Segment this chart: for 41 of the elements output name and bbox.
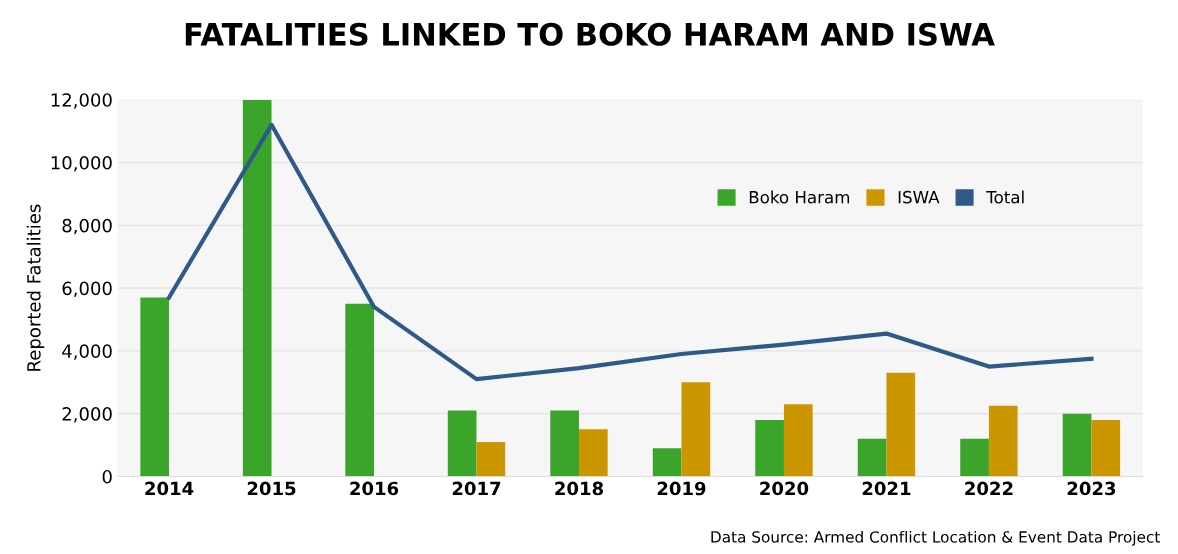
y-tick-label: 4,000 — [62, 344, 112, 360]
bar — [476, 441, 506, 477]
legend-label: Boko Haram — [749, 190, 850, 204]
bar — [886, 372, 916, 477]
bar — [960, 438, 989, 477]
bar — [681, 382, 711, 477]
bar — [578, 429, 608, 477]
source-note: Data Source: Armed Conflict Location & Event Data Project — [711, 530, 1160, 546]
y-tick-label: 0 — [102, 469, 112, 484]
legend-label: Total — [986, 190, 1024, 204]
x-tick-label: 2018 — [555, 481, 603, 496]
chart-title: FATALITIES LINKED TO BOKO HARAM AND ISWA — [185, 22, 995, 46]
bar — [140, 297, 170, 477]
bar — [755, 419, 784, 477]
y-tick-label: 8,000 — [62, 218, 112, 235]
y-tick-label: 12,000 — [51, 93, 112, 109]
x-tick-label: 2021 — [862, 481, 911, 496]
bar — [857, 438, 887, 477]
bar — [345, 303, 375, 477]
bar — [783, 404, 813, 477]
y-tick-label: 10,000 — [51, 155, 112, 172]
y-tick-label: 2,000 — [62, 407, 112, 423]
line-series — [166, 122, 1094, 382]
x-tick-label: 2015 — [247, 481, 296, 496]
legend-label: ISWA — [898, 190, 940, 204]
x-tick-label: 2023 — [1067, 481, 1116, 496]
x-tick-label: 2022 — [965, 481, 1013, 496]
bar — [1091, 419, 1121, 477]
bar — [988, 405, 1018, 477]
bar — [242, 99, 272, 477]
bar — [550, 410, 579, 477]
x-tick-label: 2020 — [760, 481, 809, 496]
bar — [1062, 413, 1092, 477]
y-tick-label: 6,000 — [62, 281, 112, 298]
x-tick-label: 2014 — [145, 481, 194, 496]
y-axis-title: Reported Fatalities — [26, 204, 45, 371]
bar — [447, 410, 477, 477]
x-tick-label: 2019 — [657, 481, 706, 496]
bar — [652, 448, 682, 477]
x-tick-label: 2016 — [350, 481, 399, 496]
x-tick-label: 2017 — [452, 481, 501, 496]
